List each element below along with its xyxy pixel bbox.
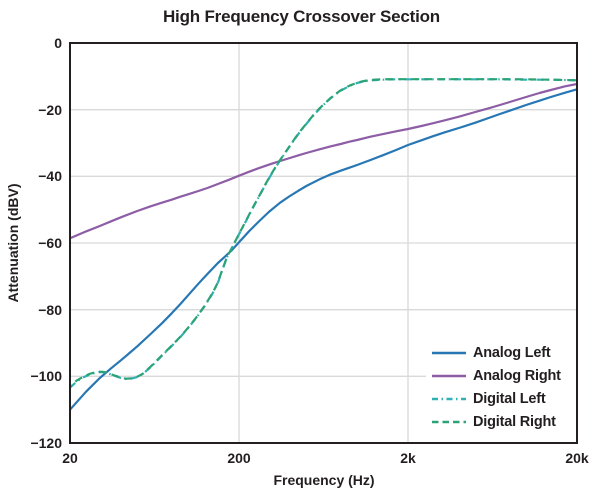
y-tick-label: −120 bbox=[30, 435, 62, 451]
x-tick-label: 20k bbox=[565, 450, 589, 466]
legend-swatch-digital-right bbox=[432, 420, 466, 423]
x-tick-label: 2k bbox=[400, 450, 416, 466]
legend-swatch-analog-left bbox=[432, 351, 466, 354]
y-tick-label: −100 bbox=[30, 368, 62, 385]
plot-frame bbox=[69, 42, 578, 444]
series-digital-right bbox=[69, 78, 578, 388]
y-tick-label: −60 bbox=[38, 235, 62, 251]
legend-label: Digital Left bbox=[473, 390, 546, 407]
legend-label: Digital Right bbox=[473, 413, 556, 430]
legend-entry: Digital Right bbox=[426, 410, 576, 433]
legend: Analog Left Analog Right Digital Left Digit… bbox=[426, 340, 576, 436]
legend-swatch-digital-left bbox=[432, 397, 466, 400]
legend-label: Analog Right bbox=[473, 367, 561, 384]
x-tick-label: 200 bbox=[227, 450, 251, 466]
x-axis-label: Frequency (Hz) bbox=[273, 472, 375, 488]
chart-title: High Frequency Crossover Section bbox=[162, 7, 440, 26]
legend-swatch-analog-right bbox=[432, 374, 466, 377]
legend-entry: Analog Right bbox=[426, 364, 576, 387]
series-analog-left bbox=[69, 88, 578, 411]
legend-entry: Digital Left bbox=[426, 387, 576, 410]
legend-entry: Analog Left bbox=[426, 341, 576, 364]
x-tick-label: 20 bbox=[62, 450, 78, 466]
legend-label: Analog Left bbox=[473, 344, 551, 361]
y-tick-label: 0 bbox=[54, 35, 62, 51]
y-tick-label: −20 bbox=[38, 101, 62, 118]
y-tick-label: −80 bbox=[38, 301, 62, 318]
series-analog-right bbox=[69, 82, 578, 240]
y-tick-label: −40 bbox=[38, 168, 62, 185]
